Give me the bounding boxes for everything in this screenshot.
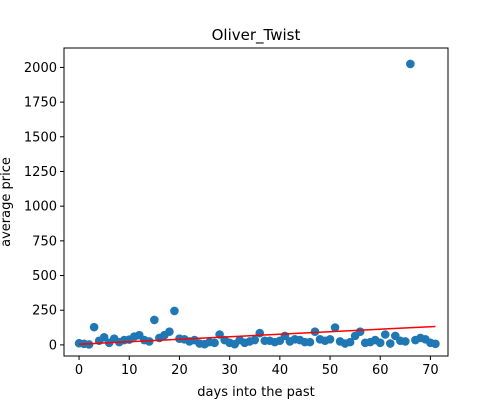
data-point [380,330,390,339]
data-point [385,339,395,348]
data-point [170,306,179,316]
data-point [250,335,260,345]
y-tick-label: 1250 [24,165,57,180]
x-tick-label: 30 [221,363,238,378]
data-point [255,328,265,338]
plot-frame [63,47,449,357]
y-tick-label: 1750 [24,96,57,111]
data-point [375,338,385,348]
data-point [89,322,99,332]
data-point [150,315,159,325]
y-tick-label: 1000 [24,200,57,215]
y-axis: 0 250 500 750 1000 1250 1500 1750 2000 [24,61,64,353]
plot-marks [74,59,440,349]
y-tick-label: 750 [32,234,57,249]
y-tick-label: 250 [32,304,57,319]
y-tick-label: 1500 [24,130,57,145]
y-tick-label: 2000 [24,61,57,76]
data-point [406,59,415,69]
data-point [325,335,335,344]
data-point [305,337,315,347]
data-point [355,327,365,337]
y-tick-label: 0 [49,338,57,353]
x-tick-label: 0 [75,363,83,378]
data-point [99,332,109,342]
x-tick-label: 10 [121,363,138,378]
x-tick-label: 70 [422,363,439,378]
data-point [345,337,355,347]
x-tick-label: 50 [322,363,339,378]
y-axis-label: average price [0,157,14,247]
data-point [431,339,440,349]
x-axis-label: days into the past [197,385,314,400]
x-tick-label: 20 [171,363,188,378]
trend-line [79,325,436,345]
data-point [165,327,174,337]
x-tick-label: 40 [272,363,289,378]
chart-title: Oliver_Twist [212,26,301,45]
x-axis: 0 10 20 30 40 50 60 70 [75,356,439,378]
data-point [401,337,410,346]
y-tick-label: 500 [32,269,57,284]
data-point [84,340,94,349]
x-tick-label: 60 [372,363,389,378]
data-point [210,338,219,348]
data-point [330,323,340,332]
